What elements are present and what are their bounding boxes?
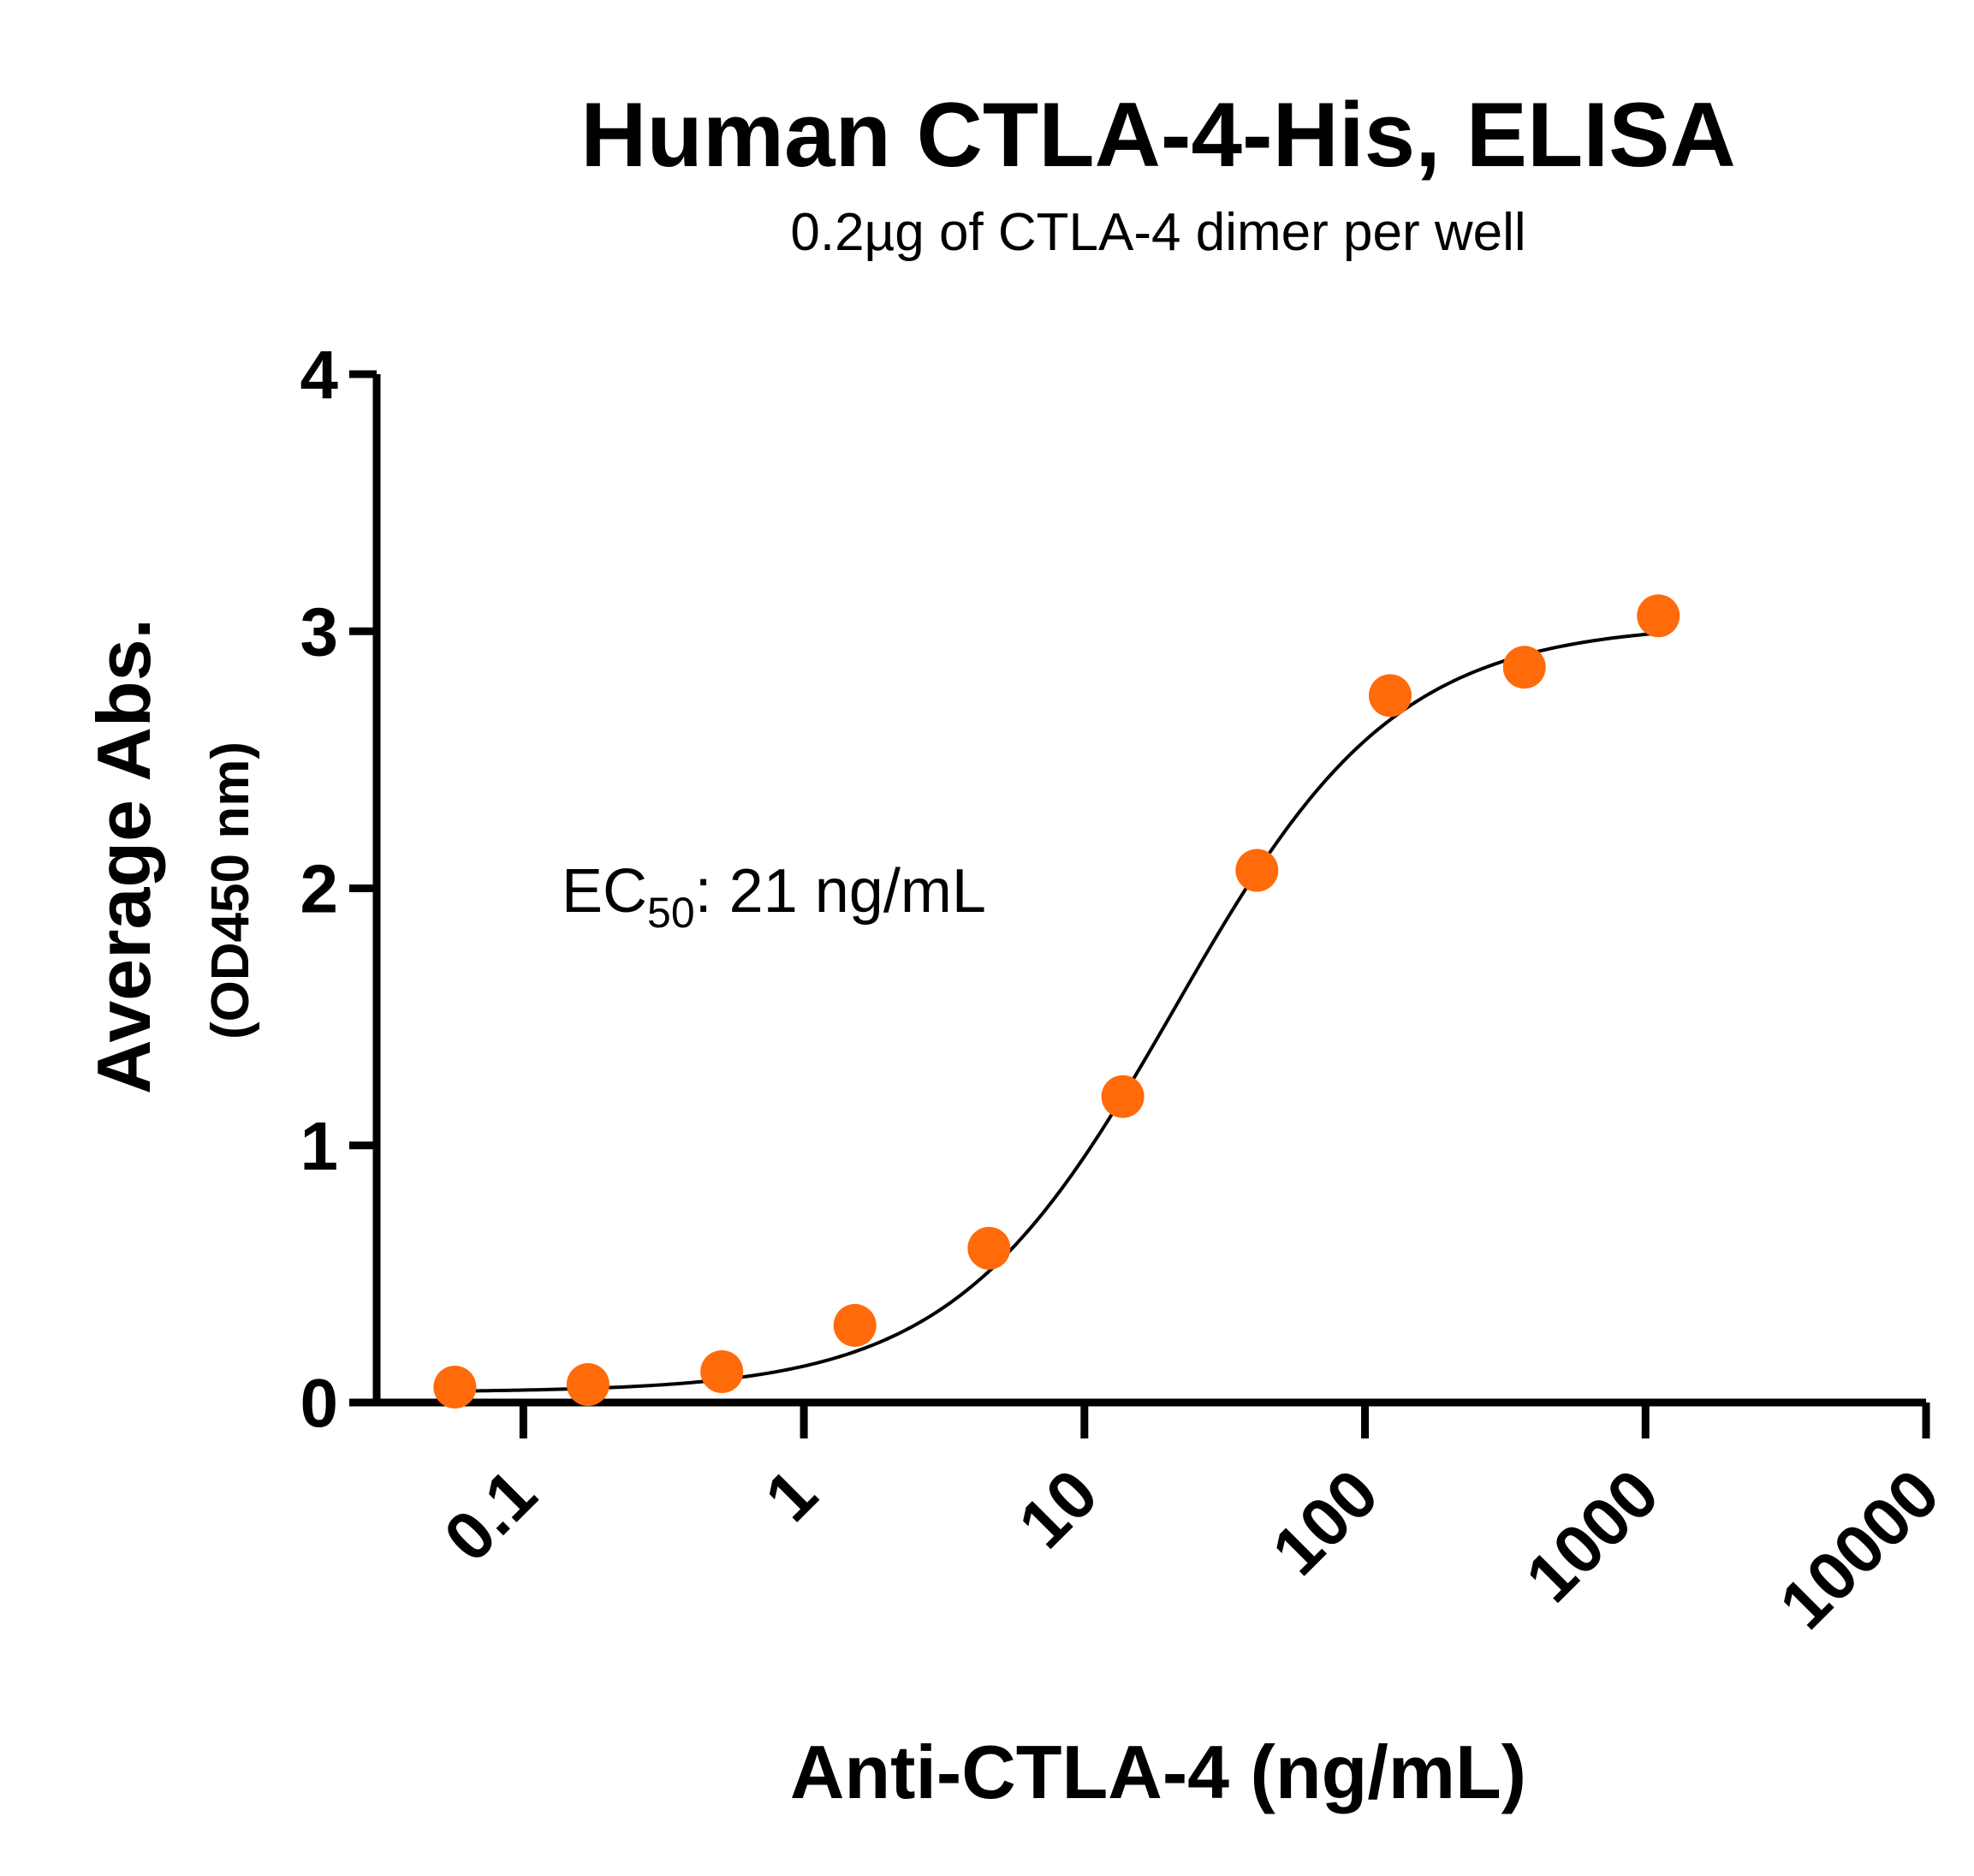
data-point [967, 1226, 1011, 1270]
y-axis-label: Average Abs. [81, 618, 166, 1094]
x-tick-label: 1 [751, 1455, 831, 1535]
ec50-subscript: 50 [647, 889, 695, 937]
data-point [433, 1365, 477, 1408]
data-point [1369, 674, 1412, 718]
data-point [833, 1303, 877, 1347]
y-tick-label: 0 [300, 1365, 339, 1441]
x-tick-label: 10 [1004, 1455, 1112, 1563]
data-points [433, 594, 1680, 1408]
data-point [1101, 1075, 1145, 1118]
x-tick-label: 10000 [1765, 1455, 1953, 1643]
y-tick-label: 3 [300, 593, 339, 670]
data-point [1637, 594, 1680, 638]
y-axis-title: Average Abs. (OD450 nm) [81, 618, 260, 1094]
data-point [566, 1362, 609, 1406]
chart-title: Human CTLA-4-His, ELISA [580, 83, 1735, 186]
y-axis-unit-label: (OD450 nm) [201, 741, 260, 1039]
ec50-suffix: : 21 ng/mL [695, 857, 986, 926]
x-axis-label: Anti-CTLA-4 (ng/mL) [790, 1730, 1526, 1814]
data-point [1235, 849, 1279, 892]
y-tick-label: 4 [300, 336, 339, 413]
fit-curve [455, 631, 1659, 1393]
chart-subtitle: 0.2µg of CTLA-4 dimer per well [790, 203, 1525, 262]
data-point [700, 1349, 744, 1393]
data-point [1502, 646, 1546, 689]
x-ticks: 0.1 1 10 100 1000 10000 [430, 1403, 1953, 1643]
ec50-annotation: EC50: 21 ng/mL [562, 857, 986, 937]
x-tick-label: 100 [1258, 1455, 1392, 1589]
x-tick-label: 0.1 [430, 1455, 551, 1576]
y-tick-label: 2 [300, 851, 339, 927]
x-tick-label: 1000 [1512, 1455, 1674, 1617]
y-tick-label: 1 [300, 1108, 339, 1184]
ec50-prefix: EC [562, 857, 647, 926]
y-ticks: 0 1 2 3 4 [300, 336, 377, 1441]
